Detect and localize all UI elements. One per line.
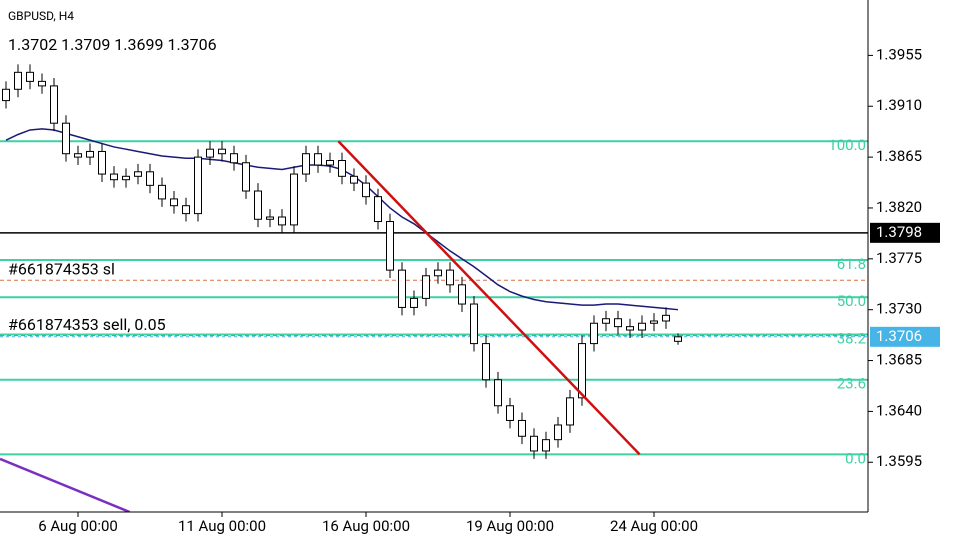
candle-body [398, 269, 406, 308]
candle-body [434, 269, 442, 277]
price-level-label: 1.3798 [876, 223, 922, 241]
candle-body [110, 173, 118, 181]
y-tick-label: 1.3910 [876, 96, 922, 114]
candle-body [626, 326, 634, 331]
candle-body [62, 122, 70, 155]
x-tick-label: 6 Aug 00:00 [38, 517, 118, 535]
candle-body [650, 320, 658, 324]
candle-body [494, 379, 502, 407]
candle-body [182, 205, 190, 215]
candle-body [230, 153, 238, 164]
symbol: GBPUSD, H4 [8, 9, 74, 23]
candle-body [86, 150, 94, 158]
candle-body [578, 343, 586, 399]
y-tick-label: 1.3820 [876, 198, 922, 216]
candle-body [410, 297, 418, 308]
candle-body [506, 405, 514, 421]
y-tick-label: 1.3685 [876, 351, 922, 369]
candle-body [518, 419, 526, 437]
candle-body [446, 269, 454, 286]
candle-body [674, 336, 682, 342]
candle-body [218, 148, 226, 155]
candle-body [194, 156, 202, 215]
order-label: #661874353 sl [8, 260, 115, 279]
candle-body [38, 80, 46, 87]
y-tick-label: 1.3955 [876, 45, 922, 63]
y-tick-label: 1.3595 [876, 452, 922, 470]
candle-body [350, 175, 358, 184]
candle-body [386, 221, 394, 271]
order-label: #661874353 sell, 0.05 [8, 315, 166, 334]
candle-body [614, 318, 622, 328]
candle-body [638, 322, 646, 331]
candle-body [206, 148, 214, 158]
candle-body [314, 153, 322, 166]
current-price-label: 1.3706 [876, 327, 922, 345]
y-tick-label: 1.3640 [876, 401, 922, 419]
candle-body [278, 216, 286, 226]
candle-body [338, 159, 346, 177]
candle-body [470, 303, 478, 345]
candle-body [302, 153, 310, 175]
candle-body [566, 397, 574, 426]
candle-body [266, 216, 274, 220]
candle-body [146, 171, 154, 186]
candle-body [98, 150, 106, 175]
candle-body [158, 184, 166, 200]
candle-body [290, 173, 298, 226]
candle-body [422, 275, 430, 299]
candle-body [2, 88, 10, 102]
y-tick-label: 1.3730 [876, 300, 922, 318]
x-tick-label: 11 Aug 00:00 [178, 517, 266, 535]
candle-body [662, 314, 670, 322]
fib-label: 100.0 [828, 136, 866, 154]
x-tick-label: 24 Aug 00:00 [610, 517, 698, 535]
candle-body [74, 153, 82, 158]
candle-body [458, 284, 466, 305]
fib-label: 50.0 [837, 292, 866, 310]
candle-body [362, 182, 370, 198]
extra-line [0, 457, 131, 512]
candle-body [554, 424, 562, 441]
x-tick-label: 19 Aug 00:00 [466, 517, 554, 535]
fib-label: 61.8 [837, 255, 866, 273]
candle-body [482, 343, 490, 381]
candle-body [170, 198, 178, 207]
x-tick-label: 16 Aug 00:00 [322, 517, 410, 535]
candle-body [122, 175, 130, 181]
candle-body [26, 71, 34, 82]
price-level-box [870, 222, 940, 243]
candle-body [242, 162, 250, 192]
candle-body [542, 439, 550, 452]
y-tick-label: 1.3775 [876, 249, 922, 267]
candle-body [134, 171, 142, 177]
fib-label: 0.0 [845, 449, 866, 467]
y-tick-label: 1.3865 [876, 147, 922, 165]
candle-body [14, 71, 22, 90]
candle-body [374, 196, 382, 223]
fib-label: 38.2 [837, 330, 866, 348]
candle-body [50, 85, 58, 124]
candle-body [590, 322, 598, 345]
ohlc-text: 1.3702 1.3709 1.3699 1.3706 [8, 35, 217, 54]
trend-line [337, 140, 641, 456]
candle-body [530, 435, 538, 452]
fib-label: 23.6 [837, 375, 866, 393]
candle-body [254, 190, 262, 220]
candle-body [602, 318, 610, 324]
candle-body [326, 159, 334, 166]
plot-area: 100.0 61.8 50.0 38.2 23.6 0.0 #661874353 sl #66… [0, 64, 868, 512]
current-price-box [870, 326, 940, 347]
